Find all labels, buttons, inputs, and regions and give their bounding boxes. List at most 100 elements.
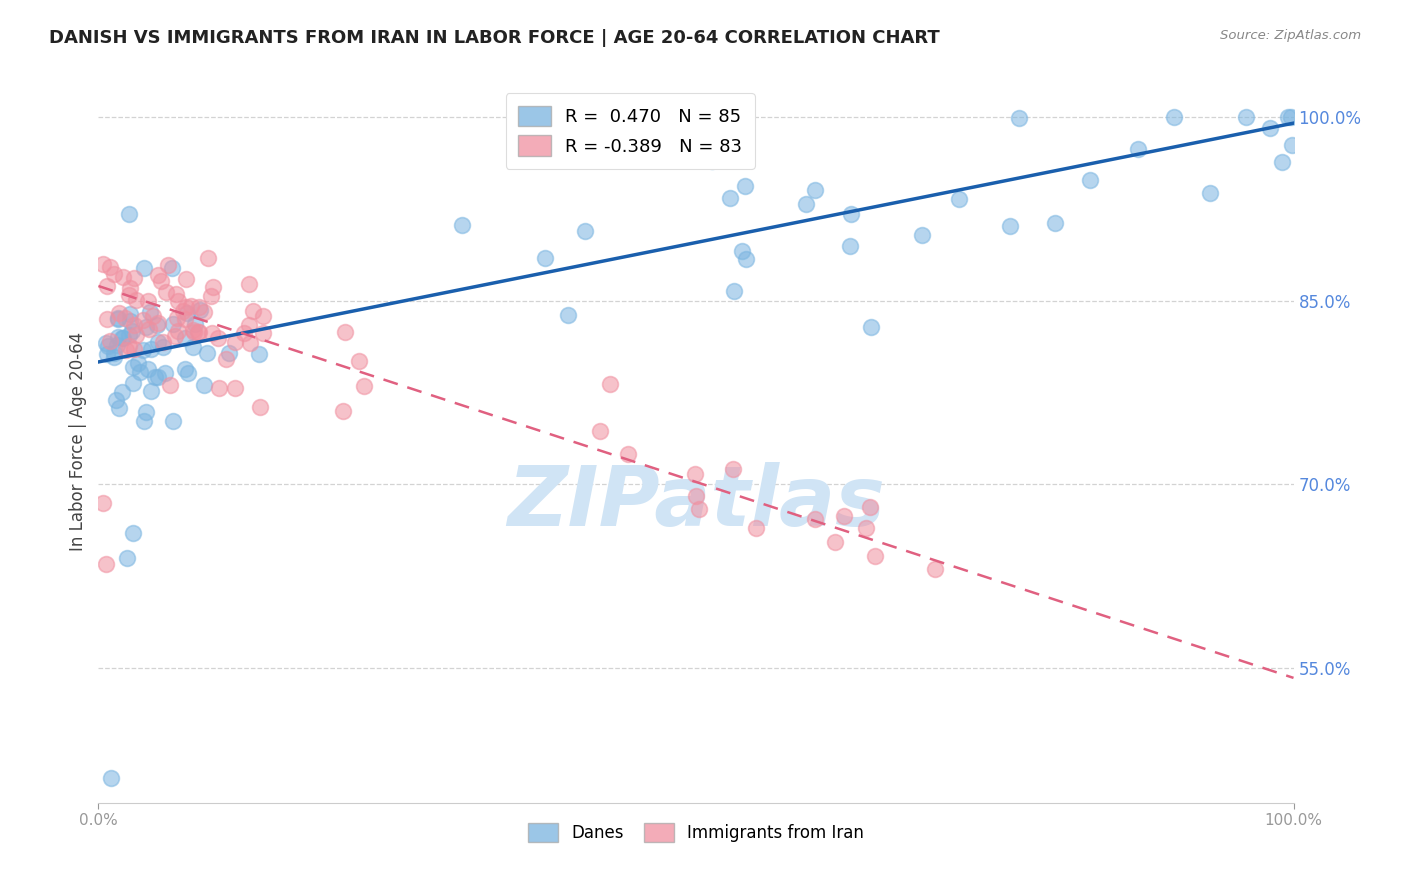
Point <box>688 502 710 516</box>
Point <box>796 197 818 211</box>
Point <box>1234 110 1257 124</box>
Point <box>834 508 856 523</box>
Point <box>188 302 211 317</box>
Point <box>145 318 167 333</box>
Point <box>745 521 768 535</box>
Point <box>105 393 128 408</box>
Point <box>187 300 209 314</box>
Point <box>174 312 197 326</box>
Point <box>118 327 141 342</box>
Point <box>450 218 472 232</box>
Point <box>135 320 157 334</box>
Point <box>238 277 260 291</box>
Point <box>924 561 946 575</box>
Y-axis label: In Labor Force | Age 20-64: In Labor Force | Age 20-64 <box>69 332 87 551</box>
Point <box>103 350 125 364</box>
Point <box>239 335 262 350</box>
Point <box>122 271 145 285</box>
Point <box>148 316 170 330</box>
Point <box>120 281 142 295</box>
Point <box>100 772 122 786</box>
Point <box>200 289 222 303</box>
Point <box>174 362 197 376</box>
Point <box>859 500 882 515</box>
Point <box>118 307 141 321</box>
Point <box>804 512 827 526</box>
Point <box>155 285 177 299</box>
Point <box>824 535 846 549</box>
Point <box>108 401 131 416</box>
Point <box>132 260 155 275</box>
Point <box>841 207 863 221</box>
Point <box>122 376 145 391</box>
Point <box>233 326 256 341</box>
Point <box>224 334 246 349</box>
Text: DANISH VS IMMIGRANTS FROM IRAN IN LABOR FORCE | AGE 20-64 CORRELATION CHART: DANISH VS IMMIGRANTS FROM IRAN IN LABOR … <box>49 29 941 46</box>
Point <box>160 261 183 276</box>
Point <box>804 183 827 197</box>
Point <box>177 366 200 380</box>
Point <box>1279 110 1302 124</box>
Point <box>125 293 148 308</box>
Point <box>118 339 141 353</box>
Point <box>723 284 745 298</box>
Point <box>202 280 225 294</box>
Point <box>224 381 246 395</box>
Point <box>167 293 190 308</box>
Point <box>97 339 120 353</box>
Point <box>139 304 162 318</box>
Point <box>146 268 169 282</box>
Point <box>207 331 229 345</box>
Point <box>197 252 219 266</box>
Point <box>132 343 155 357</box>
Point <box>188 325 211 339</box>
Point <box>183 326 205 340</box>
Point <box>252 326 274 340</box>
Point <box>215 351 238 366</box>
Point <box>187 325 209 339</box>
Point <box>96 311 118 326</box>
Point <box>118 207 141 221</box>
Point <box>91 496 114 510</box>
Point <box>141 384 163 398</box>
Point <box>91 257 114 271</box>
Point <box>193 305 215 319</box>
Point <box>1080 173 1102 187</box>
Point <box>155 366 177 380</box>
Point <box>1008 111 1031 125</box>
Point <box>195 345 218 359</box>
Point <box>208 381 231 395</box>
Point <box>138 322 160 336</box>
Point <box>136 362 159 376</box>
Point <box>865 549 887 564</box>
Point <box>115 343 138 358</box>
Point <box>162 317 184 331</box>
Text: Source: ZipAtlas.com: Source: ZipAtlas.com <box>1220 29 1361 42</box>
Point <box>718 191 741 205</box>
Point <box>114 311 136 326</box>
Point <box>103 268 125 282</box>
Point <box>176 306 198 320</box>
Point <box>181 322 204 336</box>
Point <box>156 258 179 272</box>
Point <box>998 219 1021 233</box>
Point <box>353 378 375 392</box>
Point <box>98 334 121 348</box>
Text: ZIPatlas: ZIPatlas <box>508 462 884 543</box>
Point <box>700 154 723 169</box>
Point <box>218 346 240 360</box>
Point <box>172 304 194 318</box>
Point <box>911 227 934 242</box>
Point <box>111 331 134 345</box>
Point <box>617 447 640 461</box>
Point <box>589 424 612 438</box>
Point <box>1277 110 1299 124</box>
Point <box>146 370 169 384</box>
Point <box>115 550 138 565</box>
Point <box>125 328 148 343</box>
Point <box>121 324 143 338</box>
Point <box>142 309 165 323</box>
Point <box>347 354 370 368</box>
Point <box>685 467 707 482</box>
Point <box>332 404 354 418</box>
